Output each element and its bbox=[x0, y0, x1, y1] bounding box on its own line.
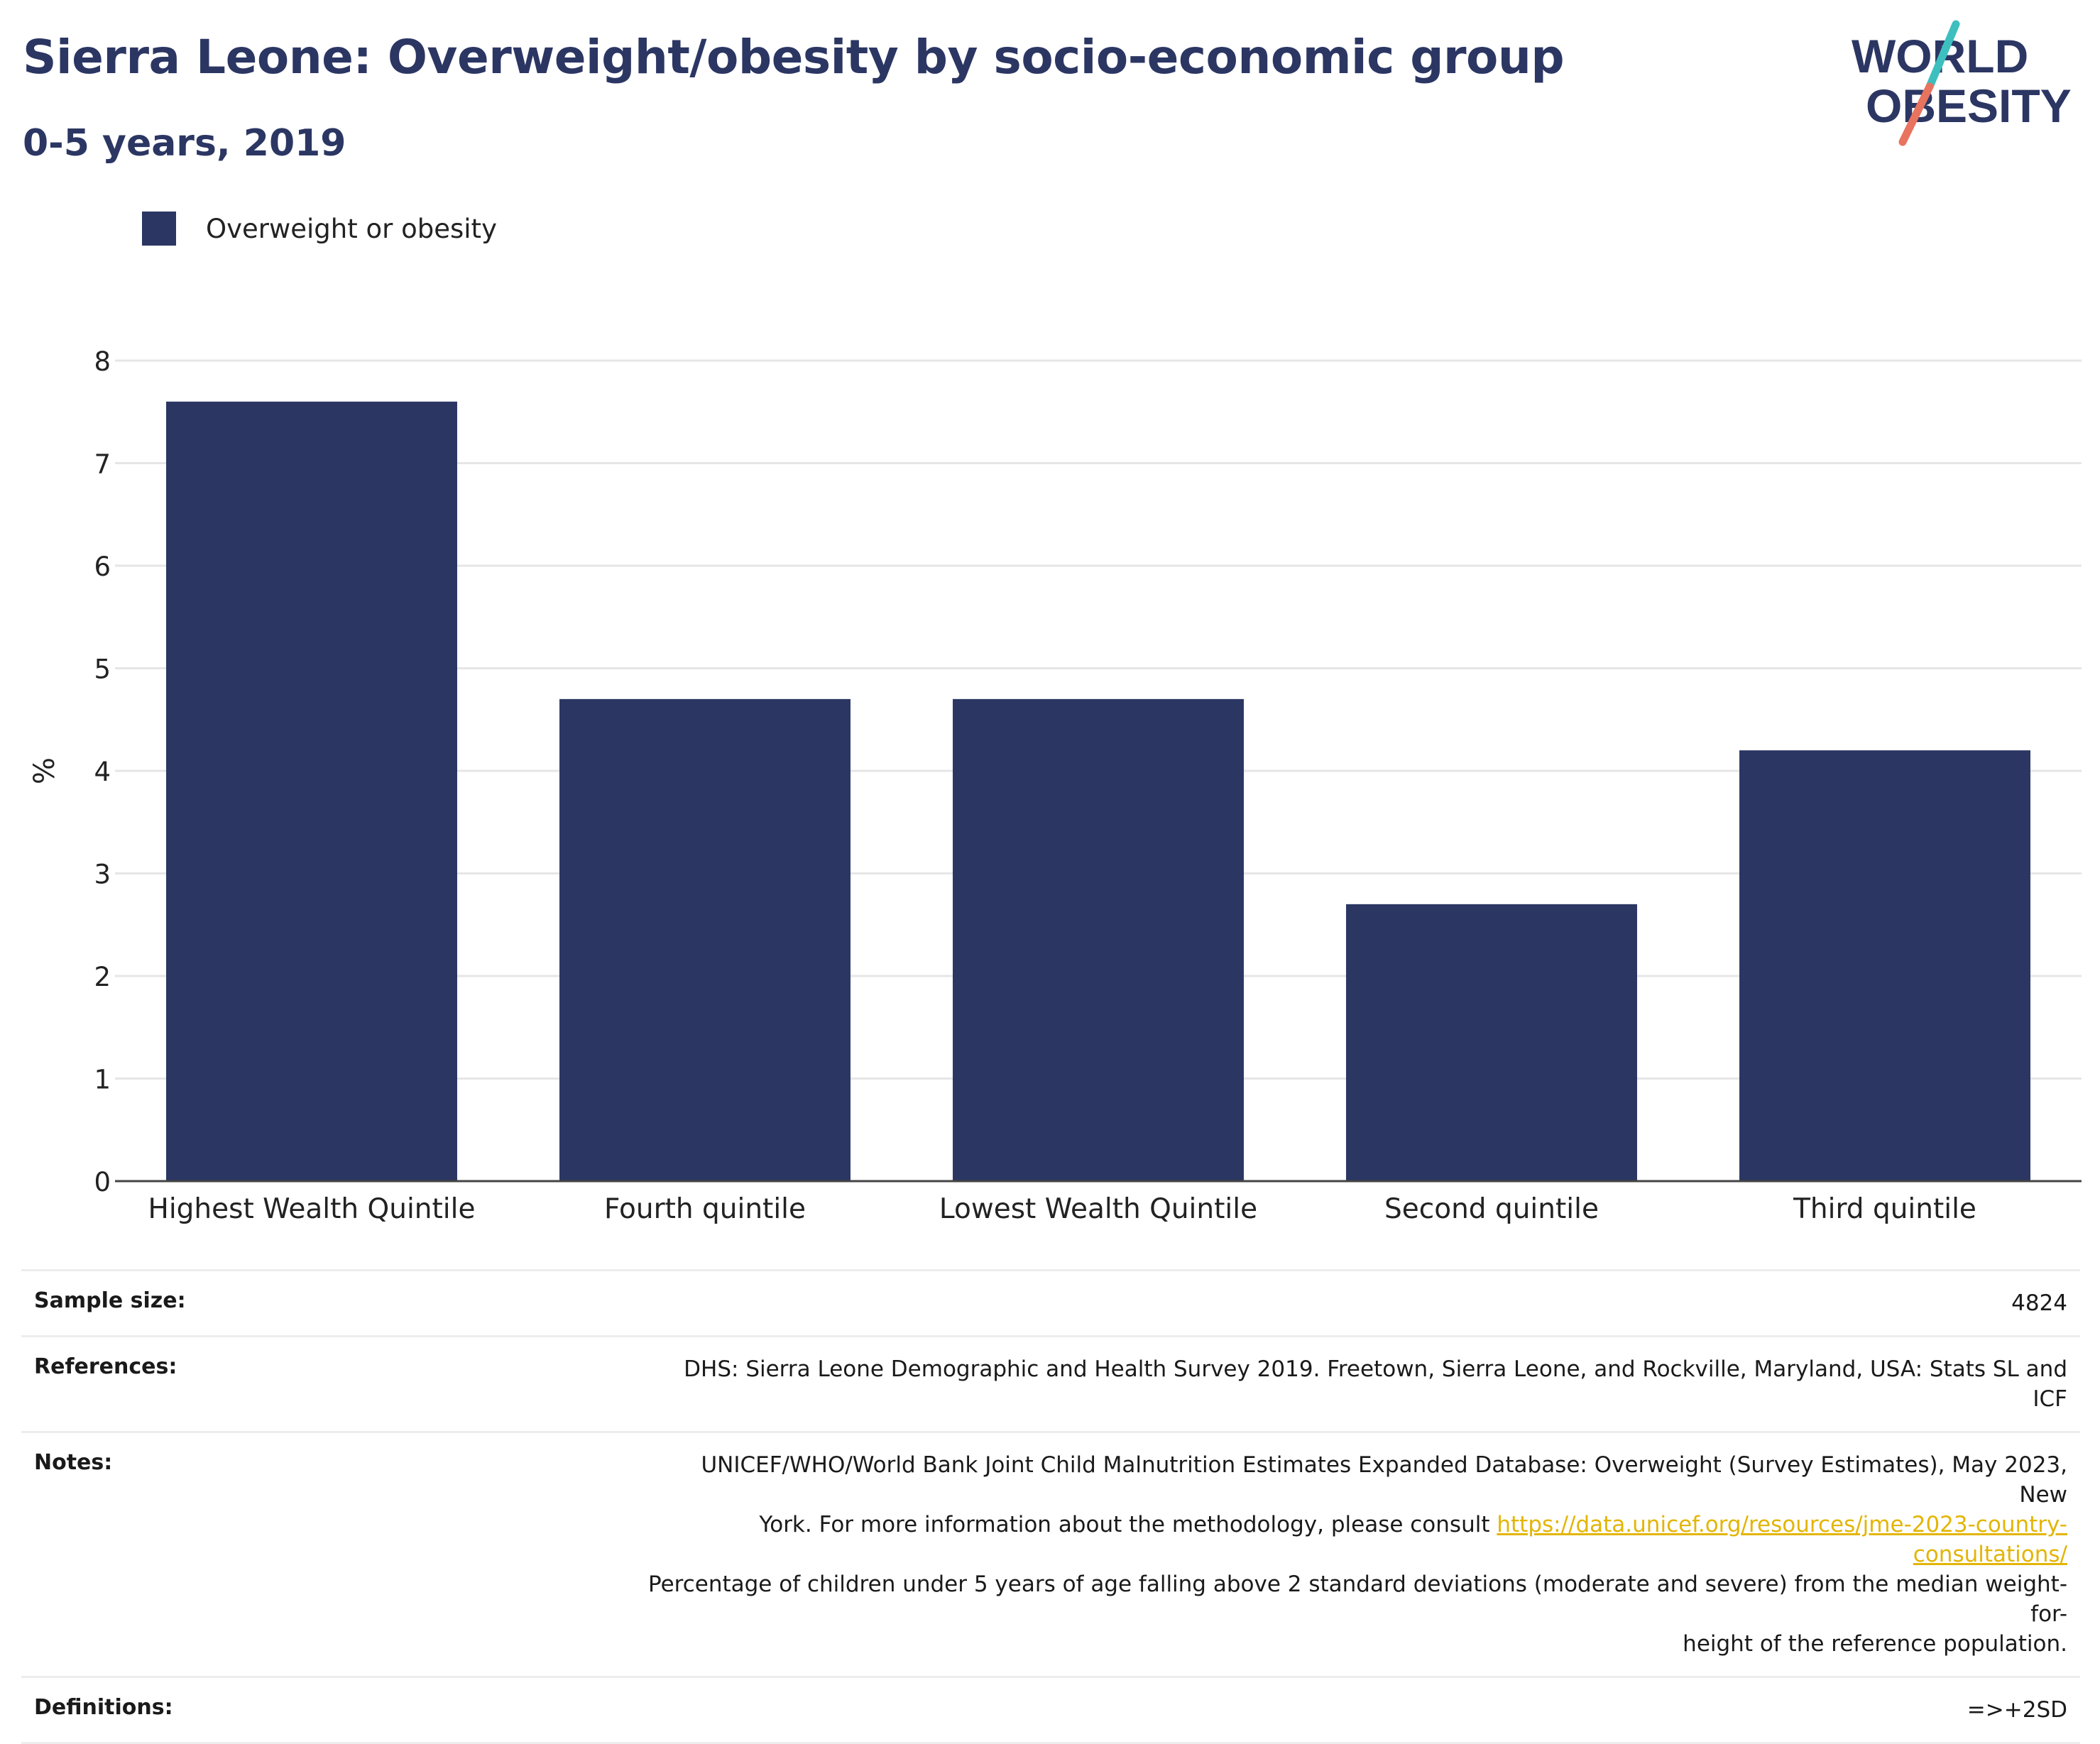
sample-size-label: Sample size: bbox=[34, 1288, 186, 1313]
bar bbox=[1346, 904, 1637, 1181]
definitions-row: Definitions: =>+2SD bbox=[21, 1676, 2080, 1744]
bar bbox=[166, 401, 457, 1181]
notes-link[interactable]: https://data.unicef.org/resources/jme-20… bbox=[1497, 1512, 2067, 1567]
page-title: Sierra Leone: Overweight/obesity by soci… bbox=[23, 30, 1565, 84]
y-axis-label: % bbox=[28, 757, 61, 784]
notes-line-4: height of the reference population. bbox=[1683, 1631, 2067, 1657]
world-obesity-logo: WORLD OBESITY bbox=[1852, 20, 2072, 146]
info-table: Sample size: 4824 References: DHS: Sierr… bbox=[21, 1269, 2080, 1744]
legend-swatch bbox=[142, 212, 176, 246]
notes-row: Notes: UNICEF/WHO/World Bank Joint Child… bbox=[21, 1431, 2080, 1676]
x-tick-label: Fourth quintile bbox=[604, 1193, 806, 1225]
bar bbox=[559, 698, 851, 1181]
references-row: References: DHS: Sierra Leone Demographi… bbox=[21, 1335, 2080, 1431]
legend-label: Overweight or obesity bbox=[206, 213, 497, 244]
y-tick-label: 8 bbox=[94, 346, 111, 377]
x-tick-label: Highest Wealth Quintile bbox=[148, 1193, 476, 1225]
references-label: References: bbox=[34, 1354, 177, 1379]
bar bbox=[953, 698, 1244, 1181]
x-tick-label: Third quintile bbox=[1793, 1193, 1976, 1225]
notes-line-2-prefix: York. For more information about the met… bbox=[759, 1512, 1497, 1537]
y-tick-label: 2 bbox=[94, 962, 111, 992]
notes-value: UNICEF/WHO/World Bank Joint Child Malnut… bbox=[647, 1450, 2067, 1659]
chart-legend: Overweight or obesity bbox=[142, 212, 497, 246]
x-tick-label: Lowest Wealth Quintile bbox=[939, 1193, 1257, 1225]
notes-line-3: Percentage of children under 5 years of … bbox=[647, 1572, 2067, 1627]
bar bbox=[1739, 750, 2030, 1181]
references-value: DHS: Sierra Leone Demographic and Health… bbox=[684, 1356, 2067, 1412]
logo-slash-teal bbox=[1925, 20, 1960, 91]
y-tick-label: 0 bbox=[94, 1167, 111, 1197]
bar-chart: 0 1 2 3 4 5 6 7 8% Highest Wealth Quintile Fourth … bbox=[28, 346, 2082, 1225]
x-tick-label: Second quintile bbox=[1384, 1193, 1599, 1225]
y-tick-label: 5 bbox=[94, 654, 111, 685]
page-subtitle: 0-5 years, 2019 bbox=[23, 122, 346, 165]
definitions-label: Definitions: bbox=[34, 1695, 173, 1720]
definitions-value: =>+2SD bbox=[1967, 1697, 2067, 1723]
y-tick-label: 4 bbox=[94, 757, 111, 787]
notes-line-1: UNICEF/WHO/World Bank Joint Child Malnut… bbox=[701, 1452, 2067, 1508]
y-tick-label: 7 bbox=[94, 449, 111, 480]
notes-label: Notes: bbox=[34, 1450, 113, 1475]
logo-slash-coral bbox=[1898, 82, 1934, 146]
y-tick-label: 1 bbox=[94, 1065, 111, 1095]
sample-size-row: Sample size: 4824 bbox=[21, 1269, 2080, 1335]
logo-word-obesity: OBESITY bbox=[1866, 79, 2072, 132]
sample-size-value: 4824 bbox=[2011, 1290, 2067, 1316]
y-tick-label: 6 bbox=[94, 552, 111, 582]
y-tick-label: 3 bbox=[94, 860, 111, 890]
